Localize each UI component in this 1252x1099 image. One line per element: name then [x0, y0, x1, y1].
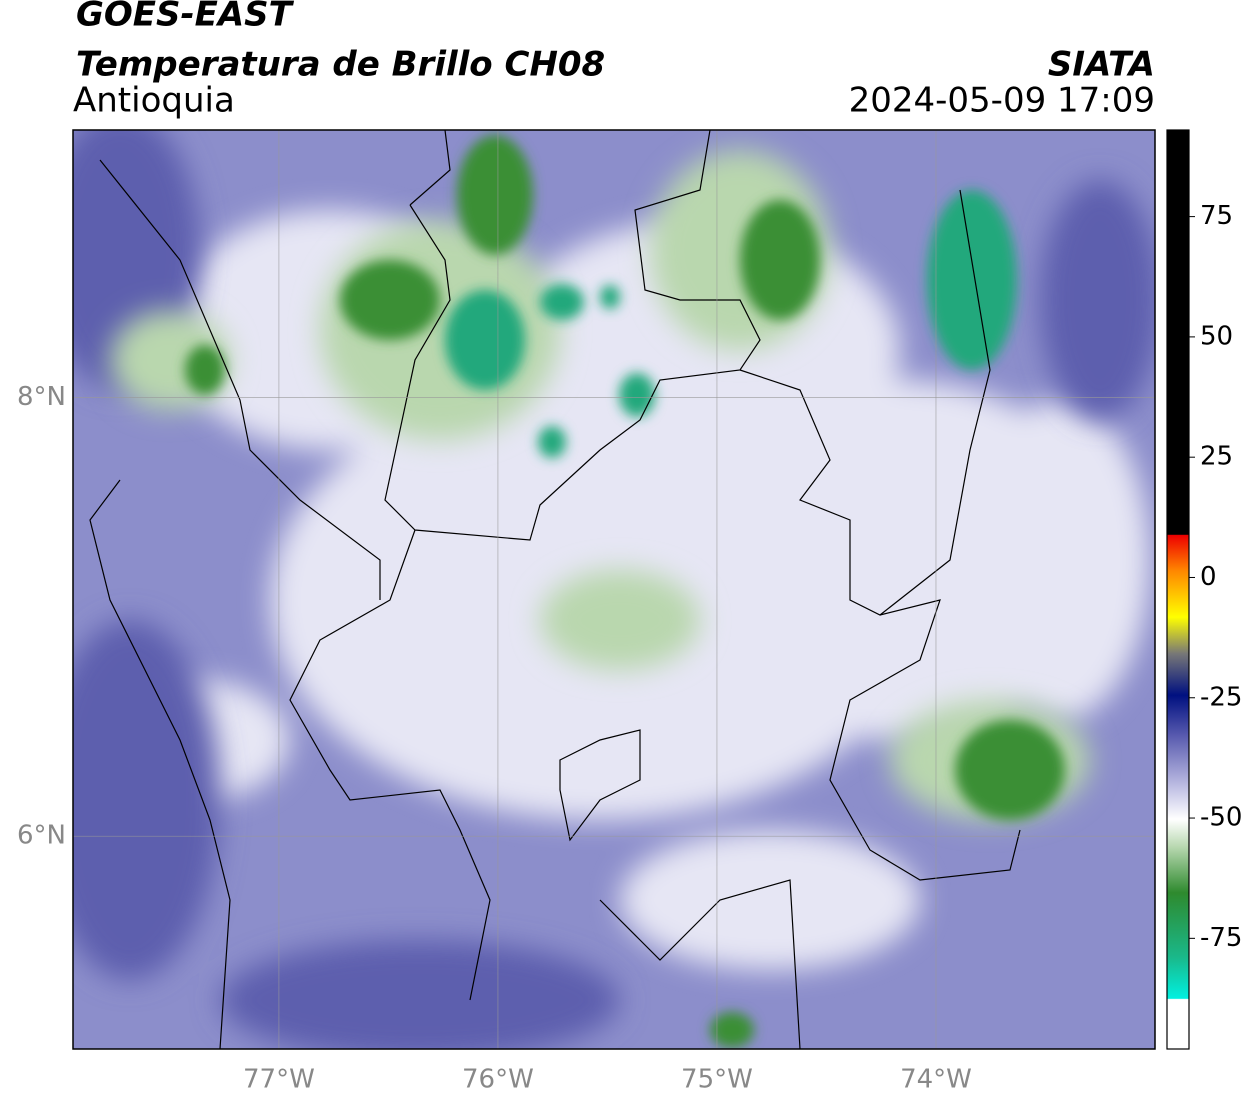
colorbar-tick-label: -25 — [1200, 682, 1242, 712]
colorbar-tick-label: 75 — [1200, 201, 1233, 231]
x-tick-label: 77°W — [243, 1065, 315, 1095]
colorbar-tick-label: 0 — [1200, 562, 1217, 592]
map-frame — [72, 129, 1156, 1050]
source: SIATA — [1048, 45, 1155, 85]
borders — [89, 130, 1021, 1049]
satellite-image — [73, 130, 1155, 1049]
gridlines — [73, 130, 1155, 1049]
colorbar-tick-label: 50 — [1200, 321, 1233, 351]
x-tick-label: 74°W — [900, 1065, 972, 1095]
colorbar-tick-label: -50 — [1200, 803, 1242, 833]
x-tick-label: 76°W — [462, 1065, 534, 1095]
y-tick-label: 8°N — [17, 382, 66, 412]
region: Antioquia — [73, 81, 235, 121]
y-tick-label: 6°N — [17, 821, 66, 851]
colorbar — [1166, 129, 1190, 1050]
subtitle: Temperatura de Brillo CH08 — [76, 45, 605, 85]
datetime: 2024-05-09 17:09 — [849, 81, 1155, 121]
colorbar-tick-label: 25 — [1200, 442, 1233, 472]
title: GOES-EAST — [76, 0, 295, 35]
x-tick-label: 75°W — [681, 1065, 753, 1095]
colorbar-tick-label: -75 — [1200, 923, 1242, 953]
